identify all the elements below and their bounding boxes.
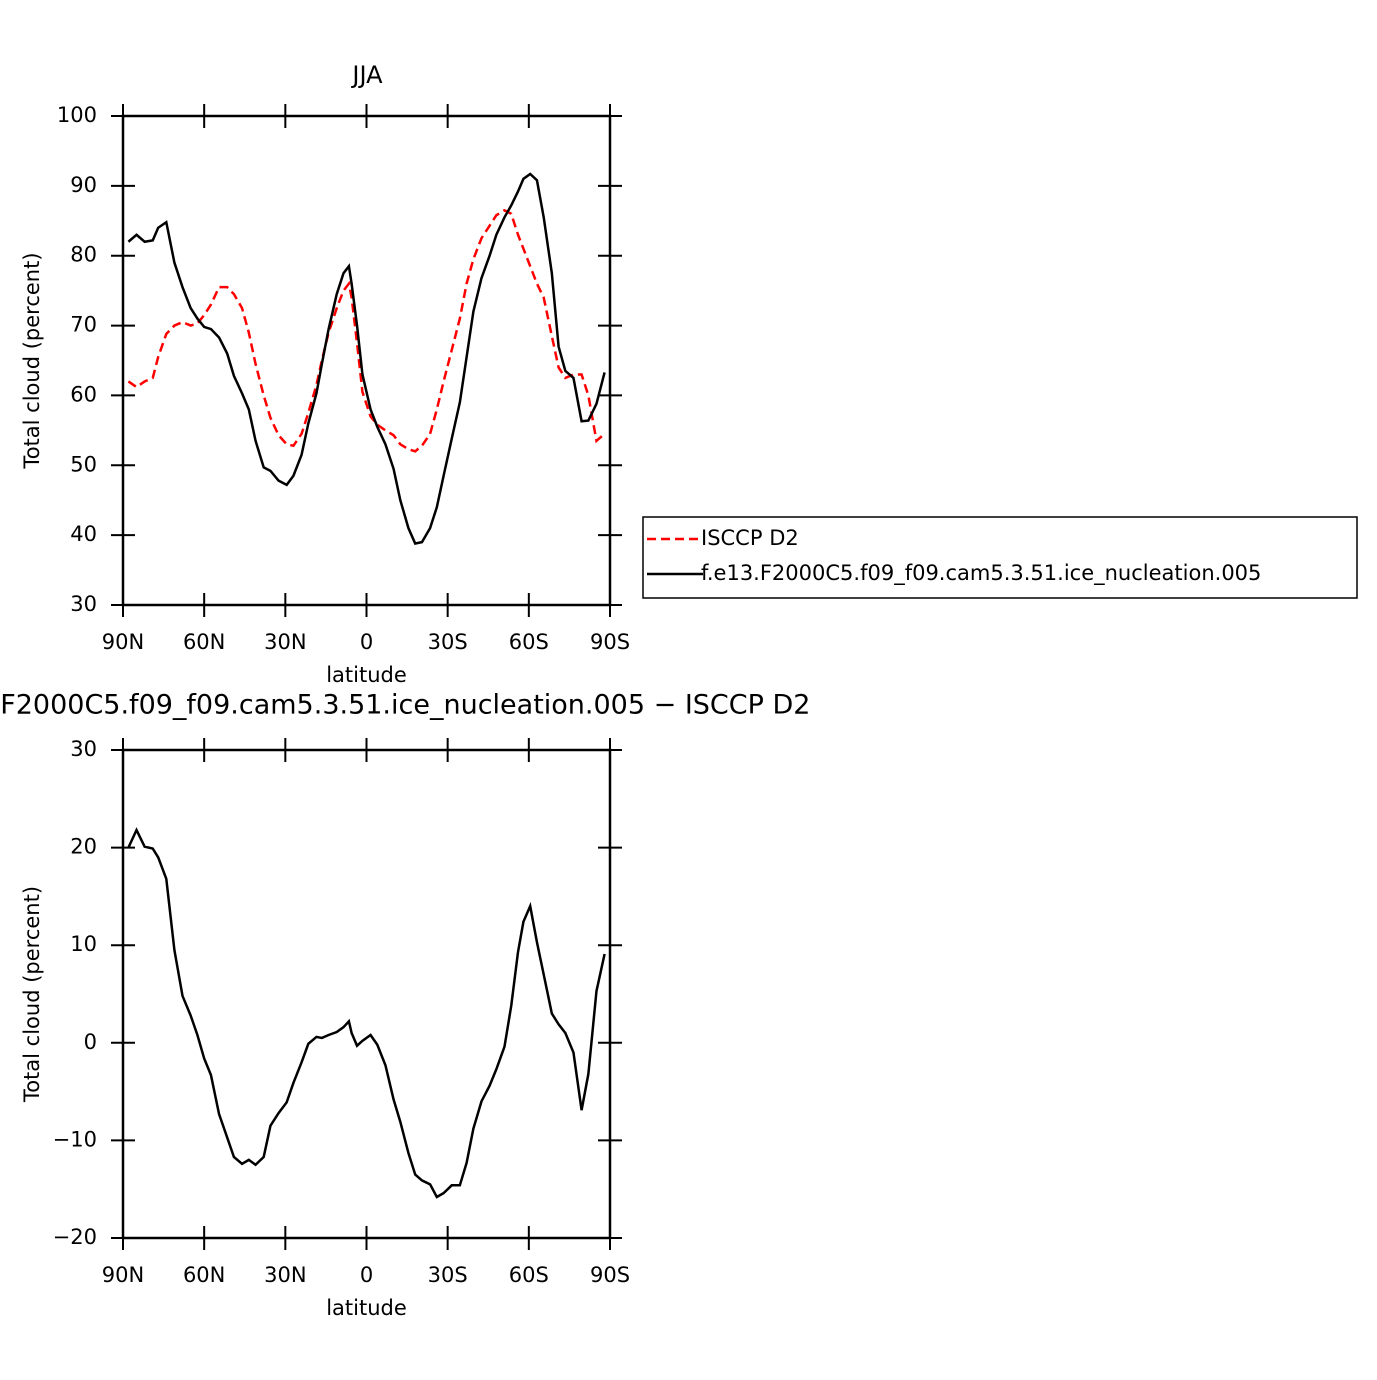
y-tick-label: 20 <box>70 835 97 859</box>
x-tick-label: 60S <box>509 630 549 654</box>
x-tick-label: 90N <box>102 1263 144 1287</box>
y-tick-label: −10 <box>53 1127 97 1151</box>
y-tick-label: 30 <box>70 592 97 616</box>
x-tick-label: 90N <box>102 630 144 654</box>
x-tick-label: 30N <box>264 1263 306 1287</box>
y-tick-label: 70 <box>70 313 97 337</box>
y-axis-label: Total cloud (percent) <box>20 886 44 1103</box>
x-tick-label: 60N <box>183 630 225 654</box>
legend-label: f.e13.F2000C5.f09_f09.cam5.3.51.ice_nucl… <box>701 561 1261 586</box>
x-axis-label: latitude <box>326 1296 407 1320</box>
y-tick-label: −20 <box>53 1225 97 1249</box>
y-tick-label: 0 <box>84 1030 97 1054</box>
x-tick-label: 60S <box>509 1263 549 1287</box>
x-tick-label: 0 <box>360 1263 373 1287</box>
x-tick-label: 0 <box>360 630 373 654</box>
data-line <box>127 172 606 545</box>
y-tick-label: 100 <box>57 103 97 127</box>
y-tick-label: 60 <box>70 382 97 406</box>
legend-label: ISCCP D2 <box>701 526 799 550</box>
y-tick-label: 50 <box>70 452 97 476</box>
chart-title: f.e13.F2000C5.f09_f09.cam5.3.51.ice_nucl… <box>0 690 810 721</box>
data-line <box>127 827 606 1199</box>
x-tick-label: 90S <box>590 630 630 654</box>
x-tick-label: 60N <box>183 1263 225 1287</box>
y-axis-label: Total cloud (percent) <box>20 252 44 469</box>
x-tick-label: 30S <box>428 1263 468 1287</box>
plot-frame <box>121 748 612 1240</box>
x-tick-label: 30S <box>428 630 468 654</box>
legend-box <box>642 516 1358 599</box>
y-tick-label: 40 <box>70 522 97 546</box>
y-tick-label: 10 <box>70 932 97 956</box>
chart-title: JJA <box>350 61 383 89</box>
plot-frame <box>121 114 612 607</box>
y-tick-label: 30 <box>70 737 97 761</box>
x-tick-label: 30N <box>264 630 306 654</box>
y-tick-label: 90 <box>70 173 97 197</box>
data-line <box>127 208 606 453</box>
x-axis-label: latitude <box>326 663 407 687</box>
y-tick-label: 80 <box>70 243 97 267</box>
x-tick-label: 90S <box>590 1263 630 1287</box>
